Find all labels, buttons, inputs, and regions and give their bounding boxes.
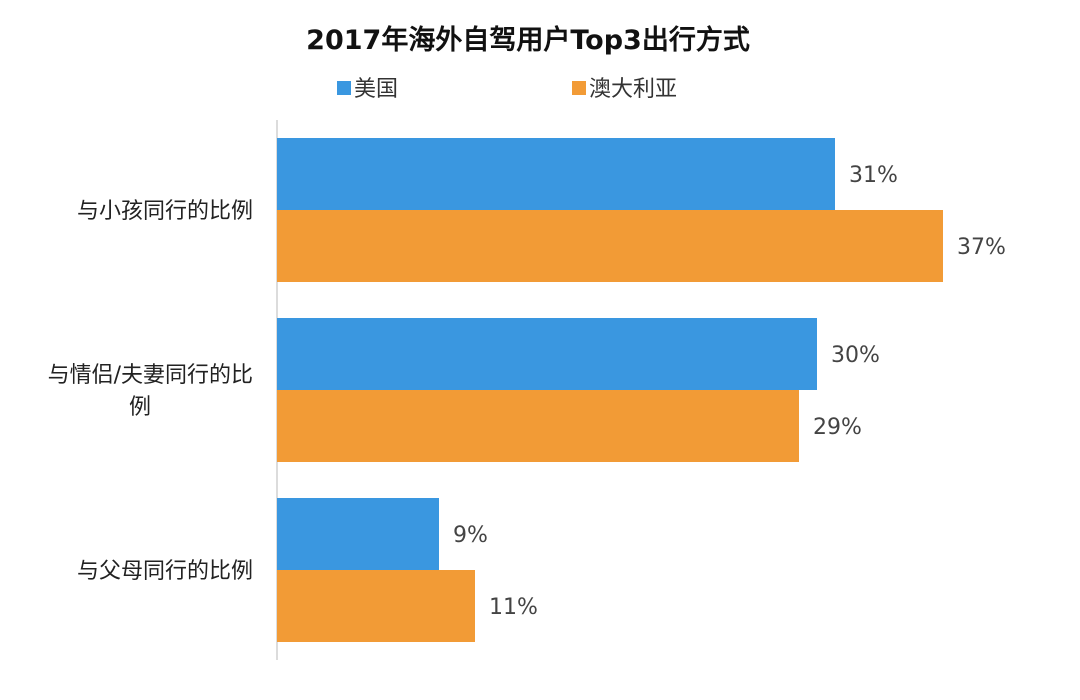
- value-label-usa-1: 31%: [849, 163, 898, 188]
- value-label-usa-3: 9%: [453, 523, 488, 548]
- category-label-2-line-2: 例: [129, 395, 151, 420]
- value-label-australia-1: 37%: [957, 235, 1006, 260]
- legend-swatch-2: [572, 81, 586, 95]
- category-label-3: 与父母同行的比例: [77, 559, 253, 584]
- value-label-australia-3: 11%: [489, 595, 538, 620]
- legend-label-2: 澳大利亚: [589, 77, 677, 102]
- bar-australia-1: [277, 210, 943, 282]
- bar-usa-2: [277, 318, 817, 390]
- legend-swatch-1: [337, 81, 351, 95]
- bars-group: [277, 138, 943, 642]
- bar-australia-3: [277, 570, 475, 642]
- legend-label-1: 美国: [354, 77, 398, 102]
- value-labels: 31% 37% 30% 29% 9% 11%: [453, 163, 1006, 620]
- category-label-2-line-1: 与情侣/夫妻同行的比: [48, 363, 253, 388]
- legend: 美国 澳大利亚: [337, 77, 677, 102]
- value-label-australia-2: 29%: [813, 415, 862, 440]
- bar-usa-1: [277, 138, 835, 210]
- category-label-1: 与小孩同行的比例: [77, 199, 253, 224]
- chart-title: 2017年海外自驾用户Top3出行方式: [306, 24, 750, 56]
- bar-australia-2: [277, 390, 799, 462]
- value-label-usa-2: 30%: [831, 343, 880, 368]
- bar-usa-3: [277, 498, 439, 570]
